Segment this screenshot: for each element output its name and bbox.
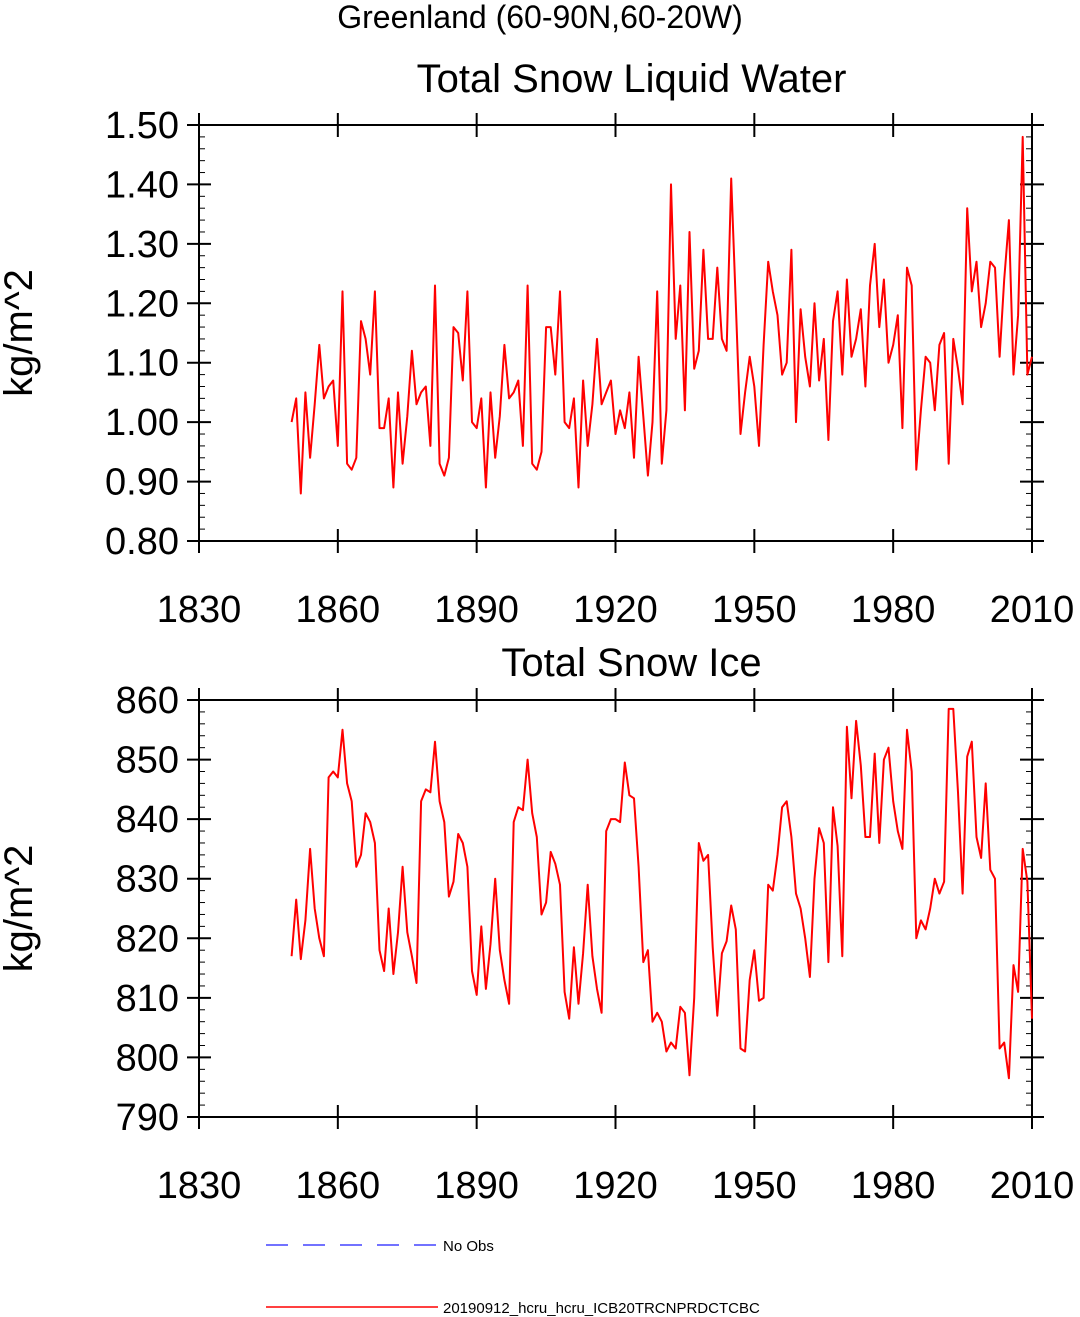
x-tick-label: 1860 (296, 589, 381, 631)
x-tick-label: 1860 (296, 1165, 381, 1207)
x-tick-label: 1920 (573, 1165, 658, 1207)
y-axis-label: kg/m^2 (0, 845, 41, 973)
x-tick-label: 1830 (157, 589, 242, 631)
y-tick-label: 800 (116, 1037, 179, 1079)
x-tick-label: 1890 (434, 589, 519, 631)
panel-snow-liquid-water: Total Snow Liquid Water kg/m^2 0.80 0.90 1.0… (0, 57, 1074, 631)
panel-snow-ice: Total Snow Ice kg/m^2 790 800 810 820 830 840 85… (0, 641, 1074, 1207)
y-tick-label: 1.50 (105, 105, 179, 147)
x-tick-label: 1950 (712, 589, 797, 631)
y-tick-label: 790 (116, 1097, 179, 1139)
x-tick-label: 2010 (990, 1165, 1075, 1207)
x-tick-label: 1950 (712, 1165, 797, 1207)
x-tick-label: 1980 (851, 1165, 936, 1207)
y-tick-label: 810 (116, 978, 179, 1020)
x-tick-label: 1830 (157, 1165, 242, 1207)
y-tick-label: 1.00 (105, 402, 179, 444)
x-tick-label: 1980 (851, 589, 936, 631)
plot-frame (198, 699, 1033, 1118)
y-tick-label: 0.90 (105, 462, 179, 504)
x-tick-label: 1890 (434, 1165, 519, 1207)
chart-title: Total Snow Ice (501, 641, 761, 685)
y-tick-label: 840 (116, 799, 179, 841)
y-tick-label: 850 (116, 740, 179, 782)
y-tick-label: 830 (116, 859, 179, 901)
legend-label-model: 20190912_hcru_hcru_ICB20TRCNPRDCTCBC (443, 1300, 760, 1317)
y-tick-label: 860 (116, 680, 179, 722)
chart-title: Total Snow Liquid Water (417, 57, 847, 101)
page-title: Greenland (60-90N,60-20W) (337, 0, 743, 35)
plot-frame (198, 124, 1033, 542)
legend-label-no-obs: No Obs (443, 1238, 494, 1255)
x-tick-label: 2010 (990, 589, 1075, 631)
legend: No Obs 20190912_hcru_hcru_ICB20TRCNPRDCT… (266, 1238, 760, 1317)
series-line-0 (290, 135, 1033, 495)
y-tick-label: 0.80 (105, 521, 179, 563)
y-tick-label: 1.10 (105, 343, 179, 385)
series-line-0 (290, 707, 1033, 1080)
x-tick-label: 1920 (573, 589, 658, 631)
y-axis-label: kg/m^2 (0, 269, 41, 397)
y-tick-label: 1.30 (105, 224, 179, 266)
y-tick-label: 1.40 (105, 164, 179, 206)
y-tick-label: 1.20 (105, 283, 179, 325)
y-tick-label: 820 (116, 918, 179, 960)
